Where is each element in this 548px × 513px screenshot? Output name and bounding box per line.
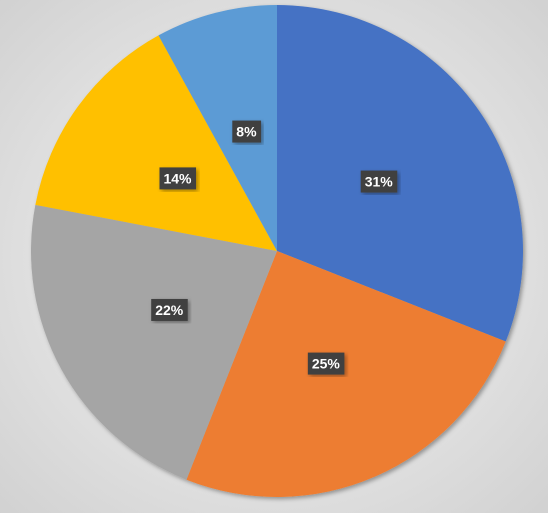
data-label-box: [232, 120, 262, 143]
pie-slice: [186, 251, 506, 497]
pie-slice: [31, 204, 278, 480]
data-label: 14%: [163, 170, 192, 186]
pie-slice: [35, 35, 278, 251]
data-label: 25%: [312, 356, 341, 372]
pie-slice: [277, 5, 524, 342]
data-label: 31%: [365, 174, 394, 190]
data-label: 22%: [155, 302, 184, 318]
pie: [31, 5, 524, 497]
labels: 31% 25% 22% 14% 8%: [151, 120, 398, 375]
data-label-box: [360, 170, 398, 193]
data-label-box: [307, 352, 345, 375]
data-label: 8%: [236, 124, 257, 140]
data-label-box: [151, 298, 188, 321]
pie-slice: [158, 5, 277, 251]
data-label-box: [159, 167, 197, 190]
